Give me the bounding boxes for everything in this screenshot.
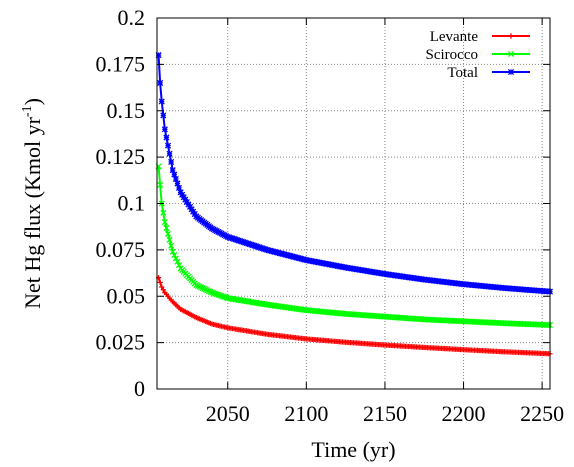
x-tick-label: 2100 — [284, 401, 328, 426]
y-tick-label: 0.025 — [96, 330, 146, 355]
data-point — [157, 181, 164, 189]
y-tick-label: 0 — [134, 376, 145, 401]
series-layer — [155, 52, 554, 357]
legend-label: Total — [447, 65, 478, 81]
series-scirocco — [155, 163, 554, 329]
y-tick-label: 0.075 — [96, 237, 146, 262]
y-axis-title-close: ) — [20, 98, 45, 105]
y-tick-label: 0.05 — [107, 283, 146, 308]
series-levante — [155, 275, 553, 357]
data-point — [169, 248, 176, 255]
data-point — [155, 52, 162, 59]
y-axis-title: Net Hg flux (Kmol yr-1) — [20, 98, 45, 309]
legend-label: Levante — [430, 29, 479, 45]
data-point — [172, 255, 179, 262]
legend-item-total: Total — [447, 65, 530, 81]
legend-label: Scirocco — [426, 47, 478, 63]
data-point — [166, 236, 173, 243]
data-point — [174, 258, 181, 265]
data-point — [174, 180, 181, 187]
legend-marker — [507, 68, 515, 76]
data-point — [160, 287, 166, 293]
data-point — [164, 142, 172, 149]
y-tick-label: 0.125 — [96, 144, 146, 169]
ticks: 0 0.025 0.05 0.075 0.1 0.125 0.15 0.175 0.2 2050 2… — [96, 5, 565, 426]
data-point — [157, 279, 163, 285]
series-total — [155, 52, 554, 295]
data-point — [163, 224, 170, 232]
data-point — [161, 126, 168, 133]
data-point — [169, 167, 176, 174]
data-point — [171, 252, 178, 259]
legend-item-scirocco: Scirocco — [426, 47, 530, 63]
x-tick-label: 2200 — [442, 401, 486, 426]
data-point — [168, 242, 175, 249]
legend-item-levante: Levante — [430, 29, 530, 45]
legend-marker — [508, 33, 514, 39]
data-point — [163, 134, 170, 141]
legend-marker — [507, 50, 515, 58]
data-point — [172, 175, 179, 183]
y-axis-title-superscript: -1 — [20, 105, 35, 117]
data-point — [168, 158, 175, 166]
data-point — [160, 112, 167, 119]
data-point — [159, 284, 165, 290]
x-tick-label: 2250 — [520, 401, 564, 426]
data-point — [164, 230, 172, 237]
y-tick-label: 0.175 — [96, 51, 146, 76]
data-point — [158, 98, 165, 105]
x-axis-title: Time (yr) — [311, 437, 395, 462]
plot-frame — [156, 17, 551, 390]
series-line-scirocco — [157, 166, 551, 326]
data-point — [175, 184, 183, 191]
y-tick-label: 0.15 — [107, 98, 146, 123]
series-line-total — [157, 55, 551, 293]
y-tick-label: 0.2 — [118, 5, 146, 30]
legend: Levante Scirocco Total — [426, 29, 530, 81]
data-point — [166, 150, 173, 157]
y-tick-label: 0.1 — [118, 191, 146, 216]
y-axis-title-main: Net Hg flux (Kmol yr — [20, 116, 45, 309]
data-point — [161, 218, 168, 226]
x-tick-label: 2150 — [363, 401, 407, 426]
data-point — [157, 79, 164, 86]
data-point — [160, 209, 167, 216]
data-point — [175, 262, 183, 269]
grid — [157, 18, 550, 389]
x-tick-label: 2050 — [206, 401, 250, 426]
data-point — [171, 171, 178, 178]
